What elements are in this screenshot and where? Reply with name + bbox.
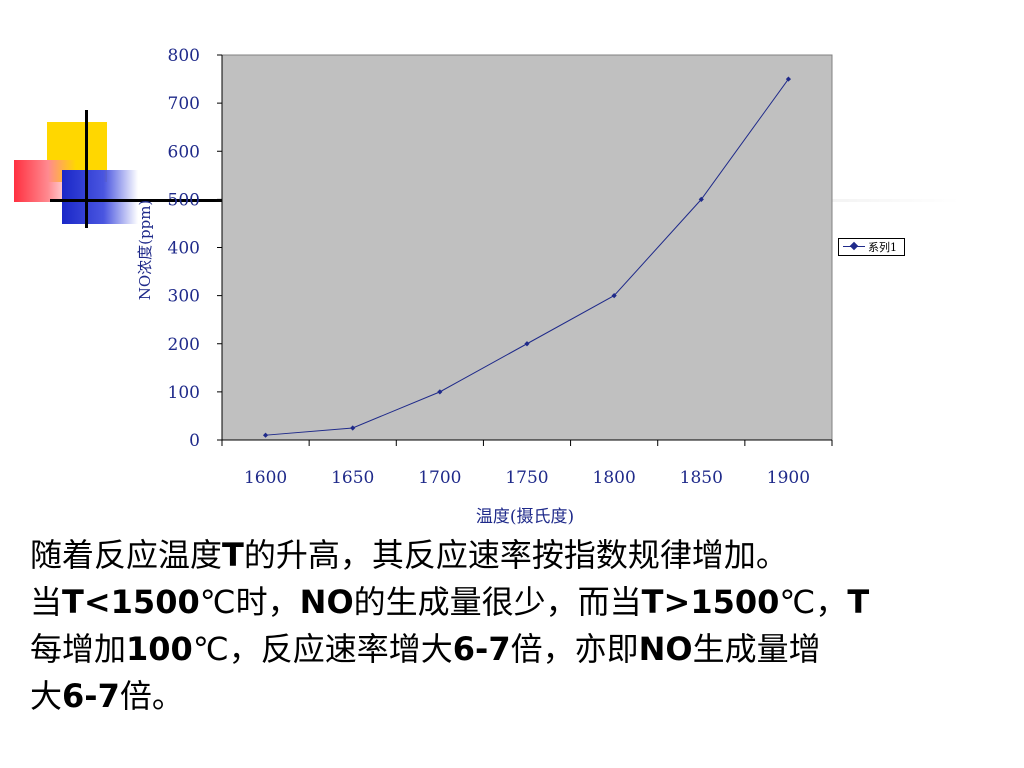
x-tick-label: 1650 (331, 468, 374, 488)
x-tick-label: 1850 (680, 468, 723, 488)
text-line-2: 当T<1500℃时，NO的生成量很少，而当T>1500℃，T (30, 583, 870, 621)
y-tick-label: 400 (168, 239, 200, 259)
decorative-vertical-line (85, 110, 88, 228)
data-point-marker (350, 425, 356, 431)
data-point-marker (262, 432, 269, 438)
text-line-3: 每增加100℃，反应速率增大6-7倍，亦即NO生成量增 (30, 630, 821, 668)
legend-marker-icon (843, 241, 865, 252)
x-tick-label: 1900 (767, 468, 810, 488)
x-axis-title: 温度(摄氏度) (476, 507, 574, 527)
plot-area (221, 54, 833, 441)
x-tick-label: 1600 (244, 468, 287, 488)
text-line-1: 随着反应温度T的升高，其反应速率按指数规律增加。 (30, 536, 788, 574)
text-line-4: 大6-7倍。 (30, 677, 184, 715)
y-tick-label: 200 (168, 335, 200, 355)
x-tick-label: 1700 (418, 468, 461, 488)
line-chart: 0 100 200 300 400 500 600 700 800 1600 1650 1700 17… (136, 46, 833, 527)
x-tick-label: 1750 (505, 468, 548, 488)
y-tick-label: 600 (168, 142, 200, 162)
data-point-marker (524, 341, 530, 347)
data-point-marker (698, 196, 704, 202)
data-point-marker (785, 76, 792, 82)
series-points (262, 76, 792, 438)
legend-label: 系列1 (868, 241, 897, 254)
data-point-marker (611, 293, 617, 299)
y-tick-label: 700 (168, 94, 200, 114)
x-tick-label: 1800 (593, 468, 636, 488)
chart-legend: 系列1 (838, 238, 905, 256)
description-paragraph: 随着反应温度T的升高，其反应速率按指数规律增加。 当T<1500℃时，NO的生成… (30, 532, 1000, 720)
x-axis-ticks: 1600 1650 1700 1750 1800 1850 1900 (221, 440, 833, 488)
decorative-blue-bar (62, 170, 138, 224)
y-axis-ticks: 0 100 200 300 400 500 600 700 800 (168, 46, 222, 451)
y-tick-label: 800 (168, 46, 200, 66)
y-tick-label: 300 (168, 287, 200, 307)
data-point-marker (437, 389, 443, 395)
y-axis-title: NO浓度(ppm) (136, 200, 154, 301)
y-tick-label: 500 (168, 190, 200, 210)
y-tick-label: 0 (189, 431, 200, 451)
y-tick-label: 100 (168, 383, 200, 403)
